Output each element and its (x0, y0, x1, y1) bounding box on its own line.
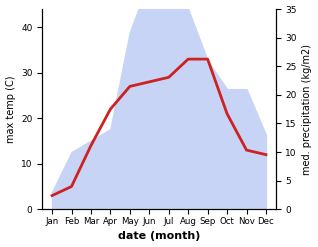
Y-axis label: max temp (C): max temp (C) (5, 75, 16, 143)
X-axis label: date (month): date (month) (118, 231, 200, 242)
Y-axis label: med. precipitation (kg/m2): med. precipitation (kg/m2) (302, 44, 313, 175)
